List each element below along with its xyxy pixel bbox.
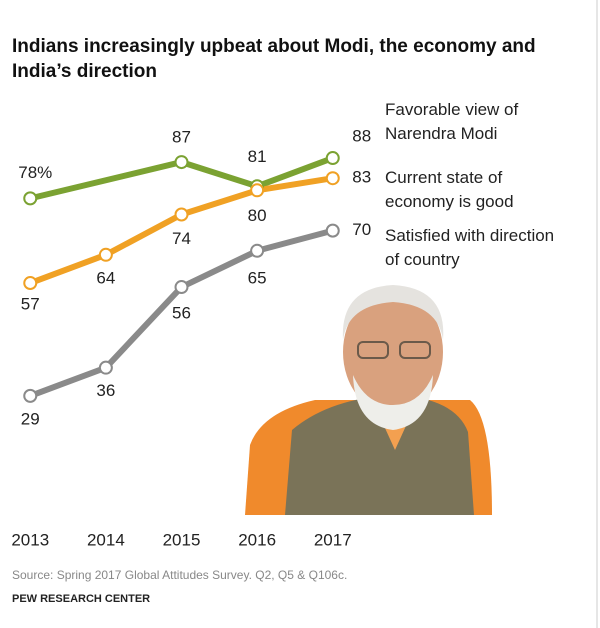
x-tick-label: 2017	[314, 530, 352, 549]
point	[174, 155, 189, 170]
point	[250, 183, 265, 198]
series-line	[29, 155, 334, 202]
point	[174, 280, 189, 295]
value-label: 81	[248, 147, 267, 166]
point	[98, 360, 113, 375]
point	[250, 243, 265, 258]
point	[325, 223, 340, 238]
point	[174, 207, 189, 222]
value-label: 78%	[18, 163, 52, 182]
value-label: 87	[172, 128, 191, 147]
point	[325, 151, 340, 166]
value-label: 29	[21, 409, 40, 428]
value-label: 56	[172, 304, 191, 323]
value-label: 83	[352, 168, 371, 187]
chart-title: Indians increasingly upbeat about Modi, …	[12, 36, 536, 82]
value-label: 57	[21, 294, 40, 313]
organization: PEW RESEARCH CENTER	[12, 593, 151, 605]
x-tick-label: 2015	[163, 530, 201, 549]
point	[325, 171, 340, 186]
value-label: 65	[248, 268, 267, 287]
source: Source: Spring 2017 Global Attitudes Sur…	[12, 568, 348, 582]
point	[23, 276, 38, 291]
point	[23, 191, 38, 206]
value-label: 80	[248, 206, 267, 225]
photo	[245, 285, 492, 515]
value-label: 74	[172, 229, 191, 248]
value-label: 36	[96, 381, 115, 400]
x-tick-label: 2013	[11, 530, 49, 549]
point	[98, 247, 113, 262]
legend-label: Favorable view of Narendra Modi	[385, 100, 519, 143]
x-tick-label: 2014	[87, 530, 125, 549]
value-label: 64	[96, 268, 115, 287]
legend-label: Satisfied with direction of country	[385, 226, 555, 269]
point	[23, 388, 38, 403]
value-label: 88	[352, 127, 371, 146]
x-tick-label: 2016	[238, 530, 276, 549]
legend-label: Current state of economy is good	[385, 168, 514, 211]
value-label: 70	[352, 220, 371, 239]
